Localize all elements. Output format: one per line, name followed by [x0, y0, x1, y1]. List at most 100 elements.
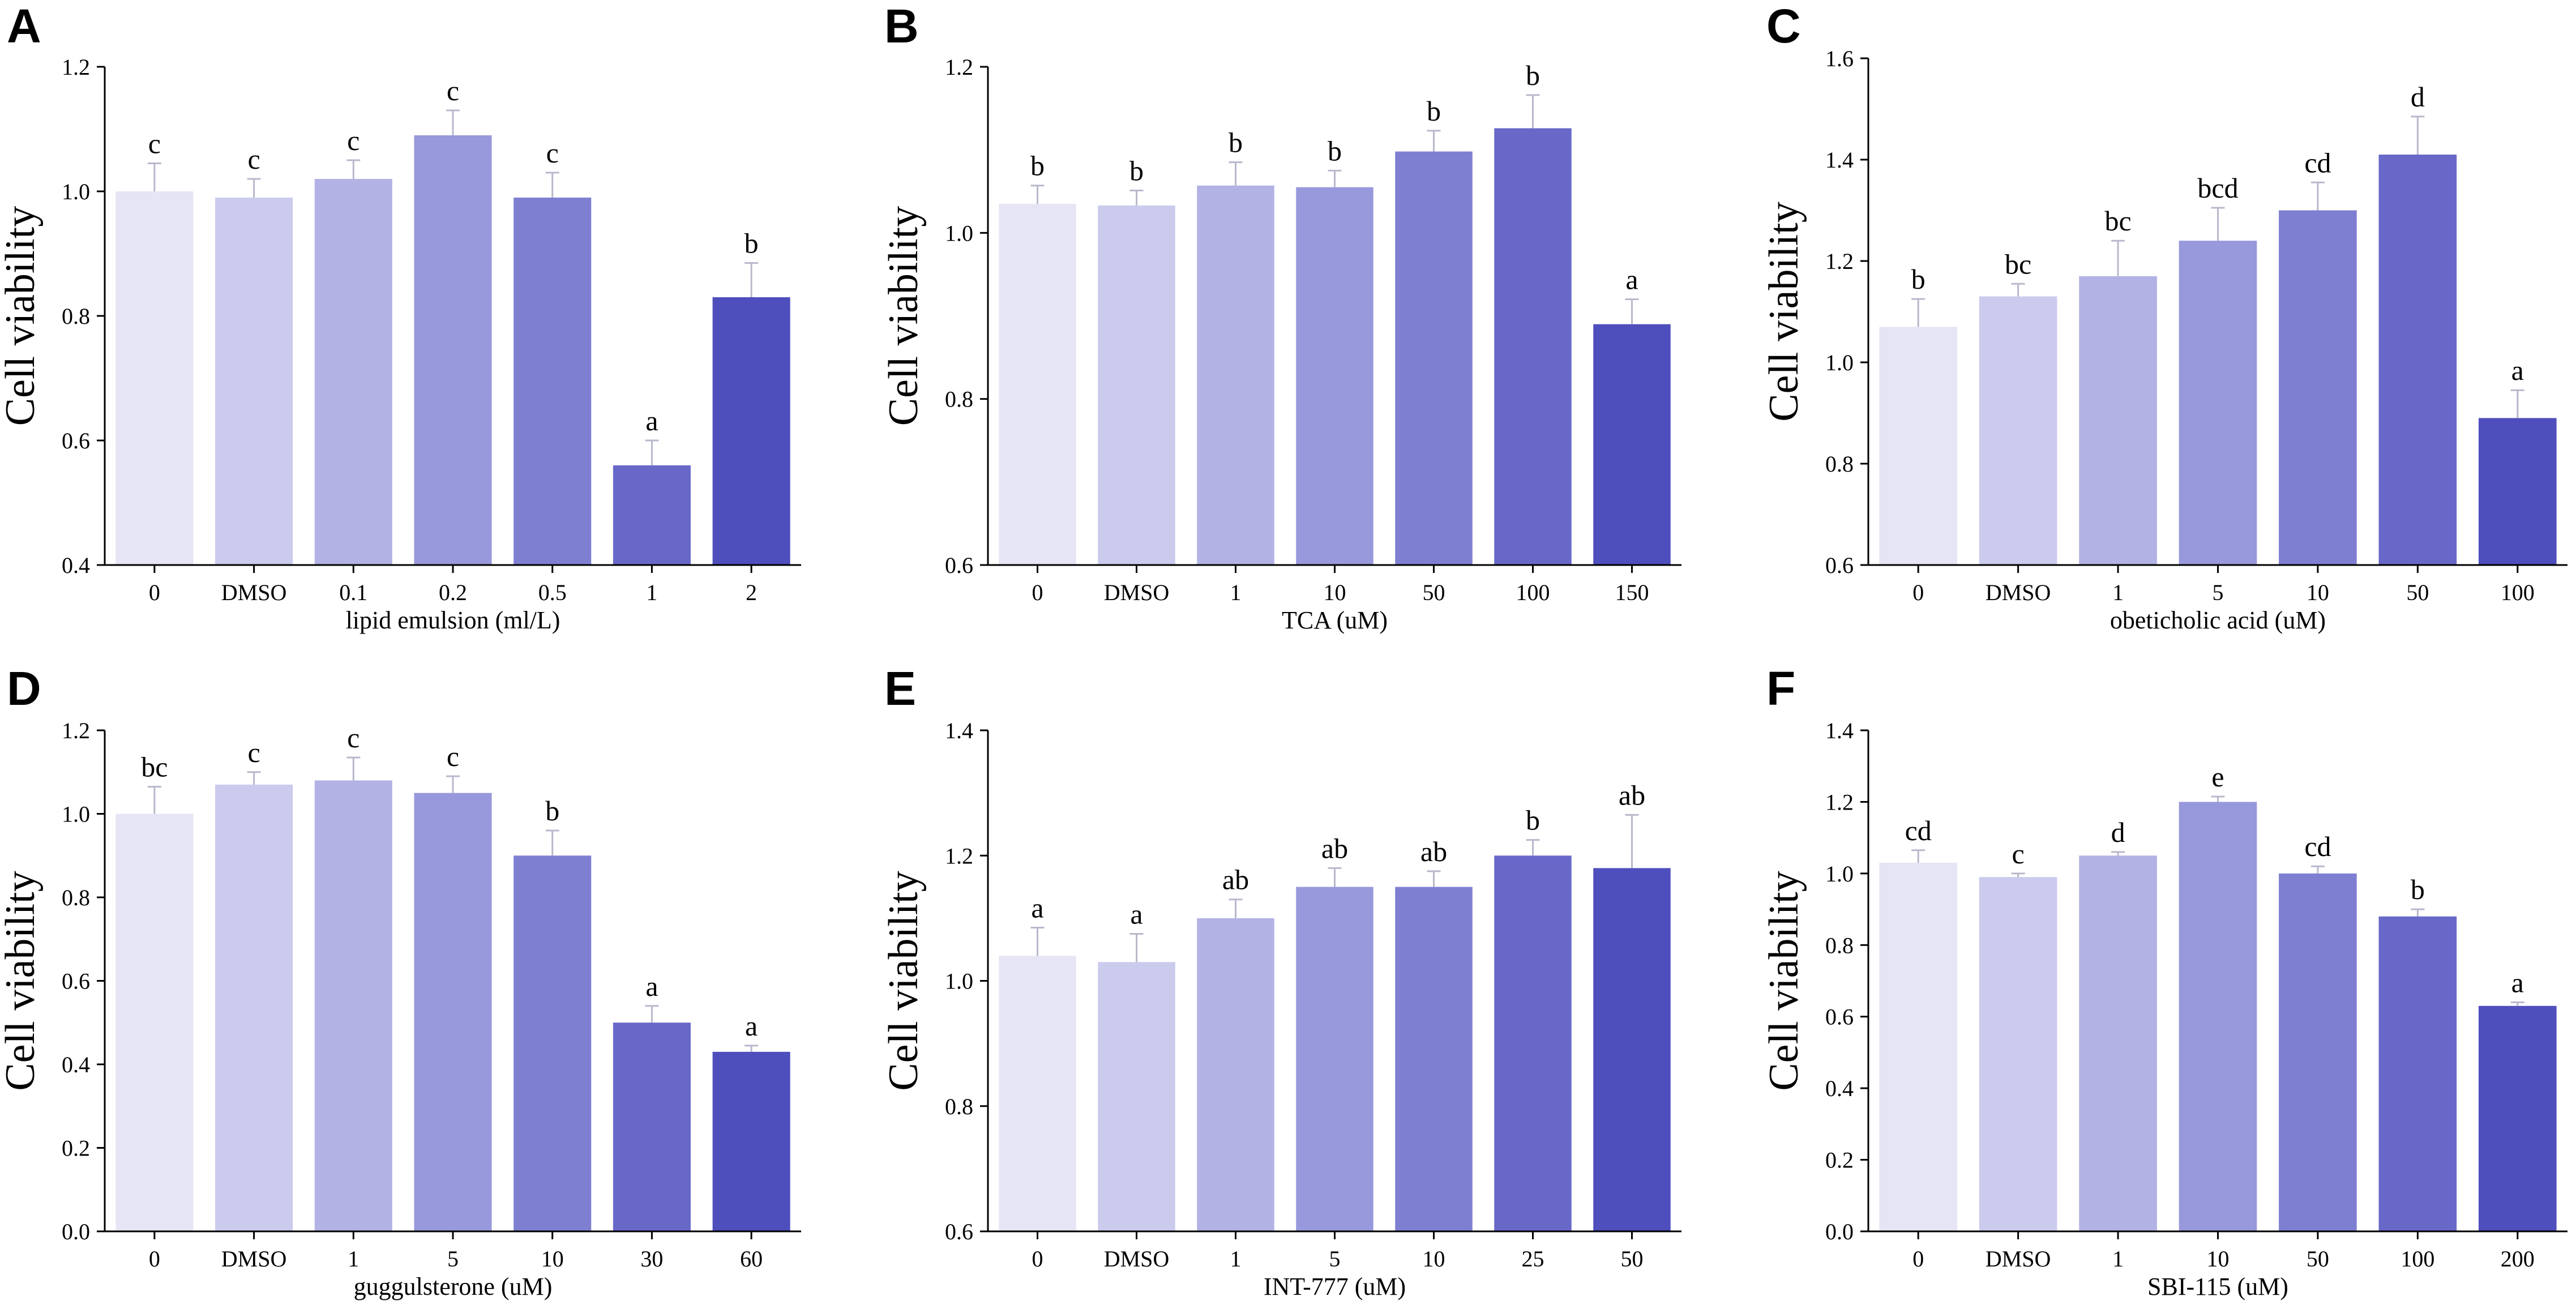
bar [514, 198, 592, 565]
bar [613, 465, 691, 565]
y-tick-label: 0.8 [945, 1094, 973, 1119]
bar [115, 814, 194, 1231]
y-tick-label: 1.4 [1825, 147, 1854, 173]
x-tick-label: 1 [646, 580, 657, 605]
bar [1593, 324, 1671, 565]
x-axis-label: obeticholic acid (uM) [2110, 606, 2326, 634]
x-tick-label: 10 [2207, 1246, 2230, 1272]
panel-letter: D [7, 662, 41, 715]
significance-label: bc [141, 751, 168, 783]
bar [2179, 802, 2257, 1231]
x-tick-label: 1 [1230, 1246, 1242, 1272]
y-axis-label: Cell viability [0, 871, 44, 1090]
significance-label: a [645, 970, 658, 1002]
bar [1879, 862, 1958, 1231]
bar [712, 1051, 790, 1231]
y-tick-label: 0.6 [945, 553, 973, 578]
significance-label: bc [2104, 205, 2131, 237]
bar [999, 956, 1076, 1231]
bar [2378, 916, 2457, 1231]
significance-label: c [247, 737, 260, 768]
y-tick-label: 0.6 [1825, 553, 1854, 578]
significance-label: a [2511, 354, 2524, 386]
significance-label: bc [2005, 248, 2031, 280]
significance-label: b [1526, 59, 1540, 91]
y-tick-label: 0.6 [945, 1219, 973, 1244]
x-tick-label: DMSO [1986, 1246, 2051, 1272]
significance-label: b [1030, 150, 1045, 182]
panel-letter: B [884, 0, 919, 53]
y-tick-label: 1.2 [945, 54, 973, 80]
x-tick-label: 0.1 [339, 580, 367, 605]
x-tick-label: DMSO [1986, 580, 2051, 605]
x-tick-label: 10 [1423, 1246, 1445, 1272]
significance-label: b [744, 228, 759, 259]
bar [115, 191, 194, 565]
significance-label: ab [1222, 864, 1249, 896]
y-tick-label: 1.2 [945, 843, 973, 868]
significance-label: a [645, 405, 658, 436]
significance-label: e [2211, 761, 2224, 793]
y-axis-label: Cell viability [880, 871, 927, 1090]
x-tick-label: DMSO [1104, 1246, 1170, 1272]
significance-label: b [1129, 155, 1144, 187]
x-axis-label: INT-777 (uM) [1264, 1273, 1406, 1300]
bar [712, 297, 790, 565]
x-tick-label: 0 [149, 1246, 160, 1272]
x-tick-label: 5 [1329, 1246, 1341, 1272]
significance-label: c [247, 143, 260, 175]
y-tick-label: 0.8 [1825, 932, 1854, 958]
chart-panel-f: Fcd 0 c DMSO d 1 e 10 cd 50 b 100 a 200 0.0 0.2 0.4 0.6 0.… [1761, 662, 2568, 1300]
panel-letter: C [1766, 0, 1801, 53]
bar [215, 198, 293, 565]
significance-label: c [546, 137, 559, 169]
x-tick-label: 1 [348, 1246, 359, 1272]
x-tick-label: 1 [2112, 1246, 2124, 1272]
x-tick-label: DMSO [221, 580, 287, 605]
significance-label: b [545, 795, 559, 827]
y-tick-label: 0.0 [62, 1219, 90, 1244]
bar [2478, 418, 2557, 565]
bar [1593, 868, 1671, 1231]
y-tick-label: 0.6 [1825, 1004, 1854, 1030]
x-tick-label: DMSO [221, 1246, 287, 1272]
y-axis-label: Cell viability [1761, 871, 1807, 1090]
y-tick-label: 1.0 [1825, 861, 1854, 887]
x-tick-label: 0.2 [439, 580, 467, 605]
y-tick-label: 1.6 [1825, 46, 1854, 71]
y-axis-label: Cell viability [0, 206, 44, 426]
y-tick-label: 1.4 [1825, 718, 1854, 743]
x-tick-label: DMSO [1104, 580, 1170, 605]
significance-label: a [745, 1010, 758, 1042]
x-tick-label: 0 [1032, 580, 1043, 605]
axes [987, 730, 1681, 1232]
y-tick-label: 0.6 [62, 428, 90, 453]
y-tick-label: 0.6 [62, 969, 90, 994]
y-tick-label: 1.0 [945, 220, 973, 246]
x-tick-label: 50 [2307, 1246, 2329, 1272]
significance-label: a [2511, 966, 2524, 998]
bar [514, 855, 592, 1231]
bar [2378, 155, 2457, 565]
y-tick-label: 1.2 [1825, 789, 1854, 815]
x-tick-label: 0 [1912, 1246, 1924, 1272]
chart-panel-b: Bb 0 b DMSO b 1 b 10 b 50 b 100 a 150 0.6 0.8 1.0 1.2 TCA … [880, 0, 1681, 634]
axes [987, 67, 1681, 566]
panel-letter: A [7, 0, 41, 53]
significance-label: c [447, 75, 459, 106]
x-tick-label: 100 [2501, 580, 2535, 605]
axes [104, 730, 801, 1232]
significance-label: d [2411, 81, 2425, 113]
x-tick-label: 10 [541, 1246, 564, 1272]
x-tick-label: 5 [447, 1246, 459, 1272]
x-tick-label: 0 [1032, 1246, 1043, 1272]
bar [2279, 873, 2357, 1231]
significance-label: d [2111, 816, 2125, 848]
bar [2079, 855, 2157, 1231]
y-tick-label: 1.2 [62, 54, 90, 80]
significance-label: b [1526, 804, 1540, 836]
bar [1494, 128, 1572, 566]
bar [1098, 962, 1175, 1231]
significance-label: cd [2304, 831, 2331, 862]
x-tick-label: 25 [1522, 1246, 1544, 1272]
